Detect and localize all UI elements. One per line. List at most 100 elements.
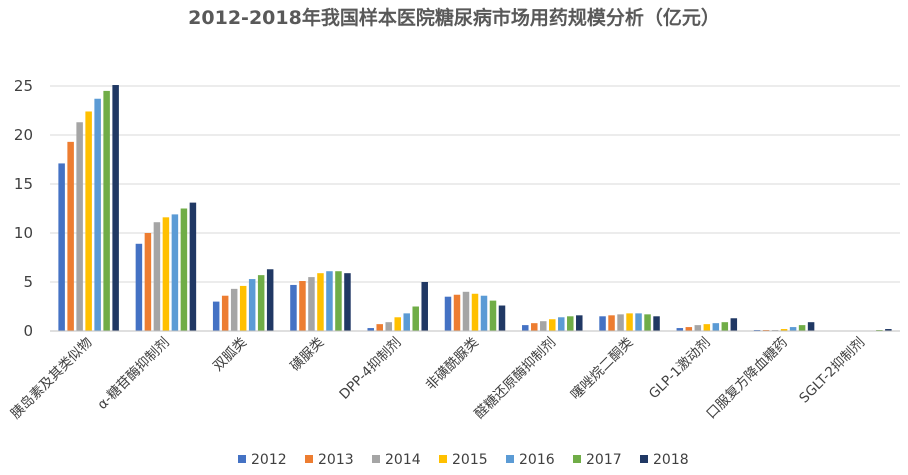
bar (558, 317, 565, 331)
y-tick-label: 15 (14, 175, 33, 193)
x-tick-label: 口服复方降血糖药 (703, 334, 791, 422)
bar (599, 316, 606, 331)
bar (162, 217, 170, 331)
bar (712, 323, 720, 331)
bar (626, 313, 633, 331)
bar (317, 273, 324, 331)
x-tick-label: 磺脲类 (287, 335, 327, 375)
x-tick-label: 非磺酰脲类 (423, 335, 482, 394)
bar (549, 319, 556, 331)
bar (522, 325, 529, 331)
legend-swatch (238, 455, 246, 463)
legend-label: 2012 (251, 452, 287, 468)
bar (531, 323, 538, 331)
legend-swatch (506, 455, 514, 463)
bar (885, 329, 892, 331)
bar (189, 202, 197, 331)
x-tick-label: 胰岛素及其类似物 (8, 335, 96, 423)
bar (798, 325, 806, 331)
bar (617, 314, 624, 331)
bar (471, 293, 479, 331)
legend-label: 2013 (318, 452, 354, 468)
bar (462, 291, 470, 331)
legend-label: 2016 (519, 452, 555, 468)
bar (421, 282, 428, 331)
bar (76, 122, 83, 331)
legend-label: 2017 (586, 452, 622, 468)
bar (540, 321, 547, 331)
bar (58, 163, 65, 331)
bar (248, 279, 256, 331)
legend-swatch (372, 455, 380, 463)
bar (653, 316, 660, 331)
bar (444, 296, 452, 331)
bar (403, 313, 410, 331)
bar (498, 305, 506, 331)
bar (385, 322, 392, 331)
bar (489, 300, 497, 331)
gridlines (50, 85, 900, 283)
bar (103, 90, 110, 332)
bar (394, 317, 401, 331)
bar (153, 222, 161, 331)
x-tick-label: 噻唑烷二酮类 (567, 334, 636, 403)
bar (685, 327, 693, 331)
bar (807, 322, 815, 331)
legend-swatch (439, 455, 447, 463)
y-tick-label: 0 (23, 322, 33, 340)
bar (112, 85, 119, 332)
bar (94, 98, 101, 332)
bar (257, 275, 265, 331)
bar (299, 281, 306, 331)
bar (567, 316, 574, 331)
bar (212, 301, 220, 331)
bar (326, 271, 333, 331)
bar (703, 324, 711, 331)
bar (376, 324, 383, 331)
bar (180, 208, 188, 331)
bar (335, 271, 342, 331)
bar (780, 329, 788, 331)
bar (367, 328, 374, 331)
y-tick-label: 10 (14, 224, 33, 242)
chart-title: 2012-2018年我国样本医院糖尿病市场用药规模分析（亿元） (188, 7, 720, 29)
x-tick-label: DPP-4抑制剂 (336, 335, 404, 403)
bar (308, 277, 315, 331)
bar (85, 111, 92, 331)
legend: 2012 2013 2014 2015 2016 2017 2018 (238, 452, 689, 468)
legend-label: 2014 (385, 452, 421, 468)
bar (721, 322, 729, 331)
y-tick-label: 5 (23, 273, 33, 291)
x-tick-label: α-糖苷酶抑制剂 (94, 335, 172, 413)
bar (694, 325, 702, 331)
bar (412, 306, 419, 331)
bar (135, 243, 143, 331)
bar (239, 285, 247, 331)
bar (230, 288, 238, 331)
bar (453, 294, 461, 331)
x-tick-label: 双胍类 (210, 335, 250, 375)
bar (644, 314, 651, 331)
bar (635, 313, 642, 331)
x-tick-label: 醛糖还原酶抑制剂 (471, 335, 559, 423)
bar (480, 295, 488, 331)
bar (144, 233, 152, 331)
legend-swatch (305, 455, 313, 463)
x-tick-label: GLP-1激动剂 (646, 335, 714, 403)
bar (608, 315, 615, 331)
legend-swatch (573, 455, 581, 463)
bar (171, 214, 179, 331)
legend-swatch (640, 455, 648, 463)
bar (266, 269, 274, 331)
bars (58, 85, 892, 332)
legend-label: 2018 (653, 452, 689, 468)
bar (67, 141, 74, 331)
bar (344, 273, 351, 331)
legend-label: 2015 (452, 452, 488, 468)
bar (789, 327, 797, 331)
bar (676, 328, 684, 331)
bar (290, 284, 297, 331)
x-tick-label: SGLT-2抑制剂 (796, 335, 868, 407)
y-tick-label: 25 (14, 77, 33, 95)
